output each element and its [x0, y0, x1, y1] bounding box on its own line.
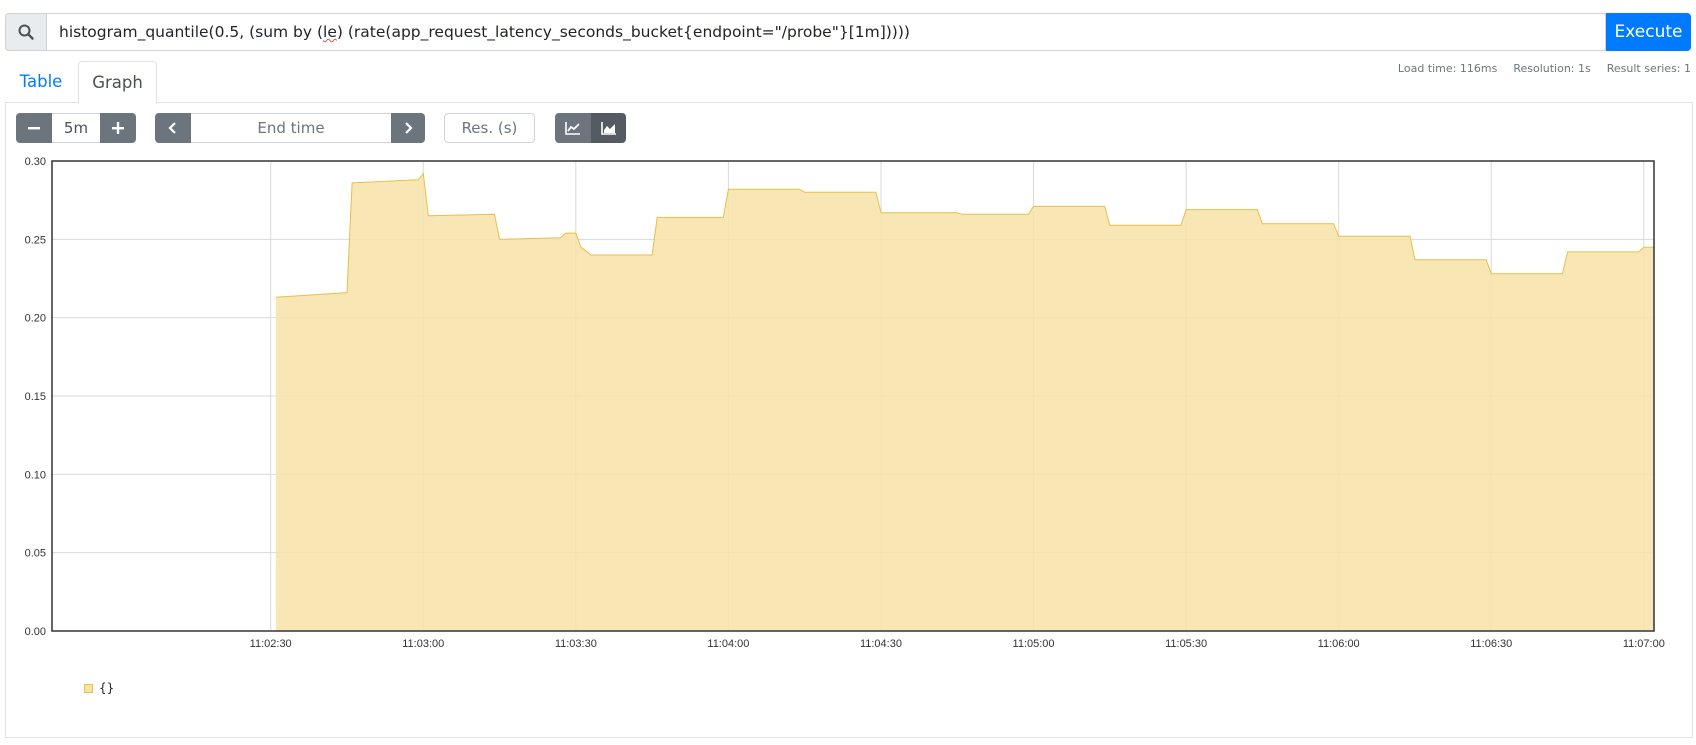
x-tick-label: 11:05:00	[1013, 638, 1055, 650]
increase-range-button[interactable]	[100, 113, 136, 143]
series-line	[275, 172, 1654, 298]
y-tick-label: 0.10	[25, 469, 46, 481]
y-tick-label: 0.25	[25, 234, 46, 246]
next-time-button[interactable]	[391, 113, 425, 143]
search-icon	[5, 13, 46, 51]
decrease-range-button[interactable]	[16, 113, 52, 143]
query-text-start: histogram_quantile(0.5, (sum by (	[59, 23, 324, 41]
y-tick-label: 0.20	[25, 313, 46, 325]
range-input[interactable]: 5m	[52, 113, 100, 143]
stacked-area-button[interactable]	[591, 113, 626, 143]
minus-icon	[28, 127, 40, 130]
x-tick-label: 11:02:30	[250, 638, 292, 650]
series-area	[275, 173, 1654, 631]
previous-time-button[interactable]	[155, 113, 191, 143]
x-tick-label: 11:03:00	[402, 638, 444, 650]
result-series: Result series: 1	[1606, 62, 1691, 75]
query-text-highlight: le	[323, 23, 337, 41]
y-tick-label: 0.15	[25, 391, 46, 403]
x-tick-label: 11:04:30	[860, 638, 902, 650]
end-time-input[interactable]: End time	[191, 113, 391, 143]
load-time: Load time: 116ms	[1397, 62, 1498, 75]
legend: {}	[84, 681, 114, 695]
chevron-right-icon	[405, 122, 413, 134]
legend-label[interactable]: {}	[99, 681, 115, 695]
x-tick-label: 11:04:00	[707, 638, 749, 650]
tab-graph[interactable]: Graph	[78, 61, 157, 104]
x-tick-label: 11:06:00	[1318, 638, 1360, 650]
query-bar: histogram_quantile(0.5, (sum by (le) (ra…	[5, 13, 1691, 51]
graph-panel	[5, 102, 1693, 738]
tab-table[interactable]: Table	[19, 72, 63, 91]
resolution-input[interactable]: Res. (s)	[444, 113, 535, 143]
x-tick-label: 11:03:30	[555, 638, 597, 650]
query-text-end: ) (rate(app_request_latency_seconds_buck…	[336, 23, 910, 41]
expression-input[interactable]: histogram_quantile(0.5, (sum by (le) (ra…	[46, 13, 1606, 51]
x-tick-label: 11:07:00	[1623, 638, 1665, 650]
x-tick-label: 11:05:30	[1165, 638, 1207, 650]
unstacked-line-button[interactable]	[555, 113, 591, 143]
chevron-left-icon	[168, 122, 176, 134]
execute-button[interactable]: Execute	[1606, 13, 1691, 51]
y-tick-label: 0.00	[25, 626, 46, 638]
area-chart-icon	[600, 122, 616, 135]
y-tick-label: 0.05	[25, 548, 46, 560]
legend-swatch[interactable]	[84, 683, 93, 693]
latency-graph[interactable]: 0.00 0.05 0.10 0.15 0.20 0.25 0.30 11:02:30 11:0…	[0, 150, 1696, 650]
query-stats: Load time: 116ms Resolution: 1s Result s…	[1398, 62, 1691, 75]
x-tick-label: 11:06:30	[1470, 638, 1512, 650]
line-chart-icon	[565, 122, 580, 135]
plus-icon	[112, 122, 124, 134]
y-tick-label: 0.30	[25, 156, 46, 168]
resolution: Resolution: 1s	[1513, 62, 1591, 75]
plot-frame	[51, 160, 1655, 632]
